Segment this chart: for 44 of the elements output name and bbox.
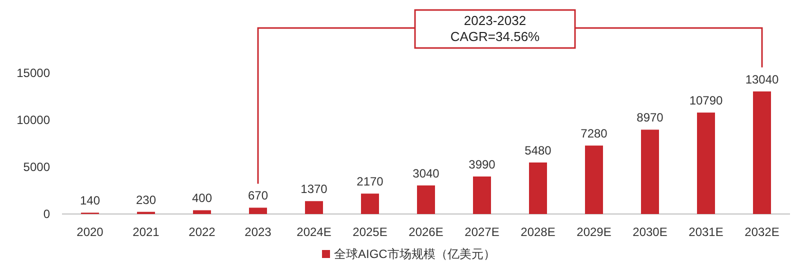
x-tick-label: 2022 (188, 225, 216, 239)
x-tick-label: 2025E (352, 225, 388, 239)
data-label: 400 (192, 191, 212, 206)
x-tick-label: 2030E (632, 225, 668, 239)
x-tick-label: 2028E (520, 225, 556, 239)
y-tick-label: 5000 (23, 160, 50, 174)
bar (585, 146, 603, 214)
text: CAGR=34.56% (450, 29, 540, 44)
bar (753, 91, 771, 214)
data-label: 1370 (300, 182, 328, 196)
x-tick-label: 2032E (744, 225, 780, 239)
bar (417, 185, 435, 214)
bar (305, 201, 323, 214)
bar (249, 208, 267, 214)
data-label: 3990 (468, 157, 496, 172)
y-tick-label: 0 (43, 207, 50, 221)
bar (361, 194, 379, 214)
x-tick-label: 2023 (244, 225, 272, 239)
y-tick-label: 10000 (16, 113, 50, 127)
data-label: 13040 (745, 72, 780, 86)
bar (641, 130, 659, 214)
data-label: 10790 (689, 94, 724, 108)
x-tick-label: 2029E (576, 225, 612, 239)
data-label: 7280 (580, 126, 608, 141)
bar (529, 162, 547, 214)
data-label: 5480 (524, 143, 552, 158)
data-label: 2170 (356, 174, 384, 189)
x-tick-label: 2020 (76, 225, 104, 239)
bar (473, 176, 491, 214)
x-tick-label: 2027E (464, 225, 500, 239)
x-tick-label: 2021 (132, 225, 160, 239)
text: 2023-2032 (464, 13, 526, 28)
data-label: 3040 (412, 166, 440, 180)
bar (697, 112, 715, 214)
bar (193, 210, 211, 214)
data-label: 670 (248, 188, 268, 203)
data-label: 8970 (636, 110, 664, 125)
y-tick-label: 15000 (16, 66, 50, 80)
data-label: 230 (136, 192, 156, 207)
x-tick-label: 2024E (296, 225, 332, 239)
data-label: 140 (80, 194, 100, 208)
x-tick-label: 2026E (408, 225, 444, 239)
legend-label: 全球AIGC市场规模（亿美元） (334, 247, 496, 261)
x-tick-label: 2031E (688, 225, 724, 239)
